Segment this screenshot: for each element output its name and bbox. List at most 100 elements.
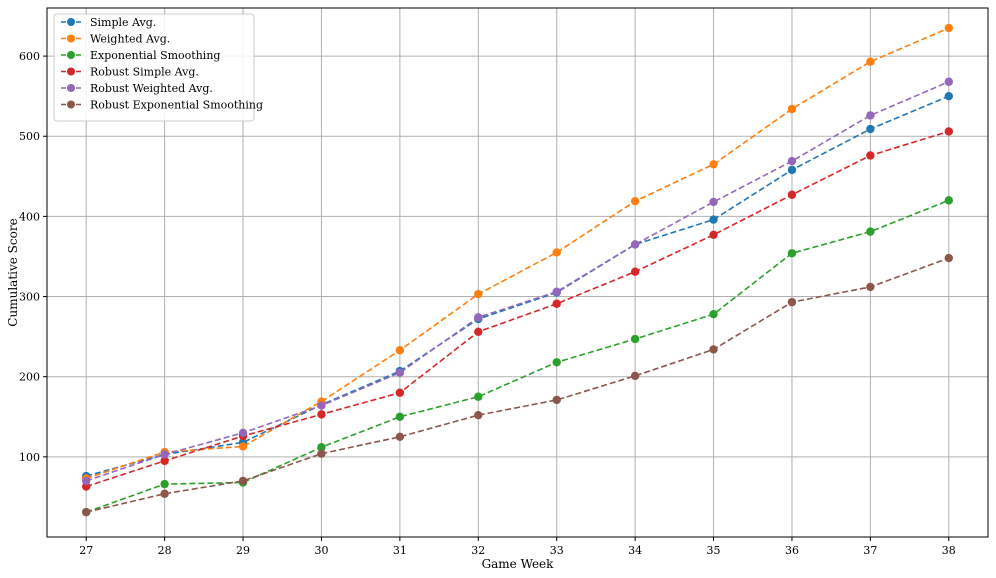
data-point (944, 127, 953, 136)
series-line (85, 130, 950, 488)
x-tick-label: 35 (707, 544, 721, 557)
axis-ticks: 27 28 29 30 31 32 33 34 35 36 37 38 100 200 300 400 500 6… (19, 50, 956, 557)
data-point (709, 197, 718, 207)
legend-marker (67, 51, 75, 59)
legend-marker (67, 67, 75, 76)
data-point (474, 289, 483, 299)
data-point (866, 111, 875, 120)
data-point (474, 392, 483, 401)
x-tick-label: 30 (314, 544, 328, 557)
x-tick-label: 32 (471, 544, 485, 557)
series-line (85, 95, 950, 477)
data-point (474, 327, 483, 337)
data-point (238, 428, 248, 438)
data-point (552, 358, 561, 367)
data-point (395, 368, 405, 377)
legend-marker (67, 84, 75, 92)
series-3 (82, 127, 953, 491)
data-point (866, 227, 875, 236)
data-point (160, 479, 169, 489)
data-point (866, 151, 875, 160)
data-point (238, 476, 248, 486)
legend-marker (67, 34, 75, 43)
legend-item: Robust Weighted Avg. (61, 82, 213, 95)
x-tick-label: 29 (236, 544, 250, 557)
data-point (787, 156, 797, 166)
data-point (630, 240, 640, 249)
data-point (317, 443, 326, 452)
data-point (630, 334, 640, 344)
legend: Simple Avg. Weighted Avg. Exponential Smoo… (53, 13, 263, 122)
data-point (787, 249, 797, 258)
x-tick-label: 28 (158, 544, 172, 557)
data-point (395, 346, 405, 355)
y-tick-label: 400 (19, 210, 40, 223)
data-point (82, 476, 91, 486)
legend-item: Robust Simple Avg. (61, 66, 199, 79)
legend-item: Robust Exponential Smoothing (61, 99, 263, 112)
x-tick-label: 34 (628, 544, 642, 557)
data-point (160, 489, 169, 498)
y-tick-label: 100 (19, 451, 40, 464)
data-point (944, 196, 953, 205)
legend-label: Robust Simple Avg. (90, 66, 199, 79)
series-layer (82, 23, 953, 517)
data-point (787, 104, 797, 114)
x-tick-label: 27 (79, 544, 93, 557)
data-point (395, 412, 405, 421)
data-point (82, 507, 91, 517)
data-point (552, 287, 561, 296)
series-line (85, 199, 950, 513)
x-tick-label: 36 (785, 544, 799, 557)
legend-label: Robust Weighted Avg. (90, 82, 213, 95)
series-5 (82, 253, 953, 517)
series-line (85, 27, 950, 480)
series-line (85, 81, 950, 482)
x-tick-label: 33 (550, 544, 564, 557)
data-point (944, 23, 953, 33)
data-point (866, 57, 875, 66)
legend-label: Robust Exponential Smoothing (90, 99, 263, 112)
legend-label: Simple Avg. (90, 16, 156, 29)
legend-label: Weighted Avg. (90, 33, 170, 46)
data-point (944, 77, 953, 86)
data-point (552, 395, 561, 405)
data-point (317, 410, 326, 419)
data-point (630, 267, 640, 276)
data-point (709, 309, 718, 319)
data-point (160, 450, 169, 459)
data-point (787, 190, 797, 199)
series-4 (82, 77, 953, 486)
data-point (709, 160, 718, 169)
data-point (238, 442, 248, 451)
legend-marker (67, 100, 75, 109)
x-axis-label: Game Week (482, 557, 555, 571)
series-line (86, 257, 950, 513)
data-point (160, 456, 169, 466)
series-2 (82, 196, 953, 517)
y-tick-label: 500 (19, 130, 40, 143)
data-point (709, 345, 718, 354)
y-axis-label: Cumulative Score (6, 218, 20, 326)
series-0 (82, 91, 953, 481)
data-point (317, 401, 326, 410)
x-tick-label: 37 (863, 544, 877, 557)
legend-marker (67, 18, 75, 26)
data-point (787, 165, 797, 175)
data-point (787, 297, 797, 307)
data-point (474, 410, 483, 420)
data-point (474, 313, 483, 322)
data-point (866, 124, 875, 134)
data-point (944, 253, 953, 263)
x-tick-label: 38 (942, 544, 956, 557)
data-point (866, 282, 875, 292)
data-point (317, 449, 326, 458)
data-point (709, 230, 718, 240)
legend-label: Exponential Smoothing (90, 49, 220, 62)
legend-item: Simple Avg. (61, 16, 156, 29)
data-point (395, 388, 405, 397)
data-point (630, 371, 640, 381)
legend-item: Weighted Avg. (61, 33, 170, 46)
data-point (395, 432, 405, 442)
